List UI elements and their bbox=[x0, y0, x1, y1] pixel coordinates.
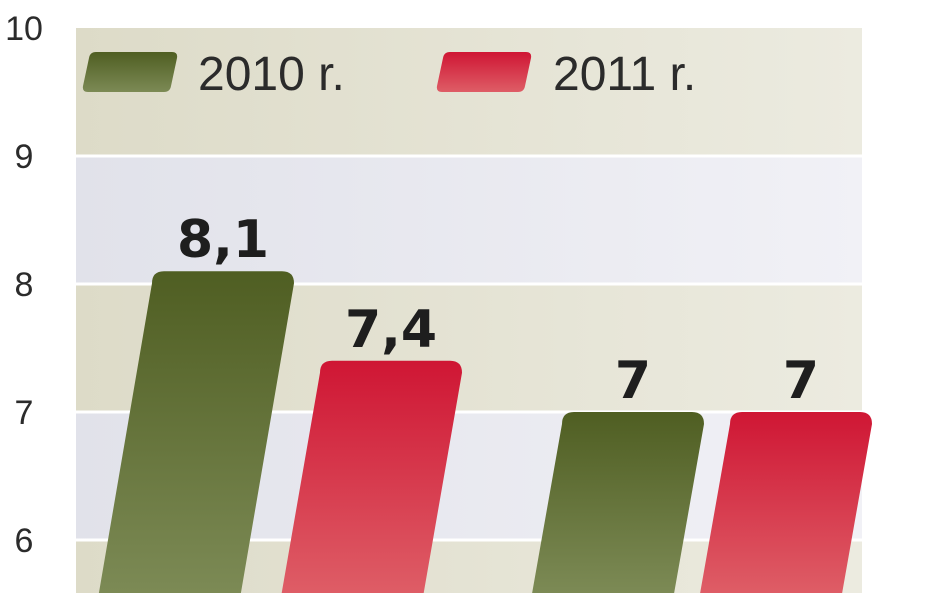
data-label: 7 bbox=[615, 351, 651, 411]
data-label: 7 bbox=[783, 351, 819, 411]
data-label: 8,1 bbox=[177, 210, 269, 270]
bar-2011-2 bbox=[700, 412, 872, 593]
bars bbox=[98, 271, 872, 593]
legend-label-2010: 2010 r. bbox=[198, 48, 345, 101]
y-tick-label: 6 bbox=[15, 522, 34, 560]
data-labels: 8,1 7 7,4 7 bbox=[177, 210, 819, 411]
data-label: 7,4 bbox=[345, 300, 437, 360]
legend: 2010 r. 2011 r. bbox=[82, 48, 696, 101]
legend-label-2011: 2011 r. bbox=[553, 48, 696, 101]
y-tick-label: 9 bbox=[15, 138, 34, 176]
background-band bbox=[76, 156, 862, 284]
bar-2010-2 bbox=[532, 412, 704, 593]
legend-swatch-2010 bbox=[82, 52, 178, 92]
y-axis-ticks: 10 9 8 7 6 bbox=[5, 10, 43, 560]
bar-2011-1 bbox=[281, 360, 462, 593]
bar-2010-1 bbox=[98, 271, 294, 593]
y-tick-label: 8 bbox=[15, 266, 34, 304]
y-tick-label: 10 bbox=[5, 10, 43, 48]
legend-swatch-2011 bbox=[436, 52, 532, 92]
y-tick-label: 7 bbox=[15, 394, 34, 432]
